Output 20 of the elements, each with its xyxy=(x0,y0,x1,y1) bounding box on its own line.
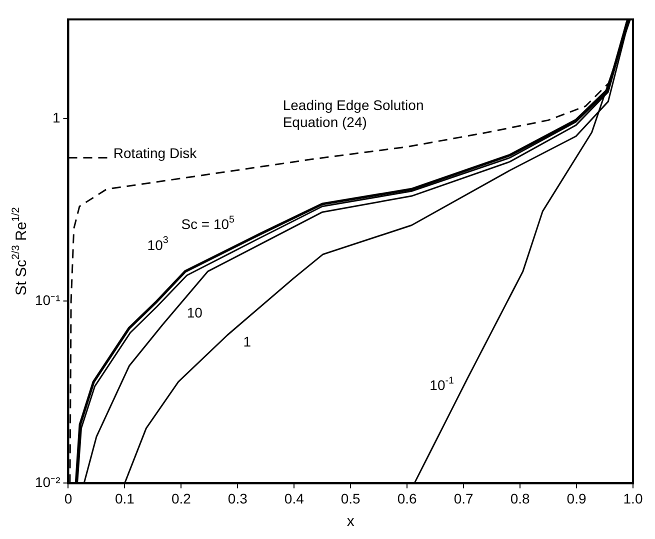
y-tick-label: 10⁻¹ xyxy=(35,292,61,308)
x-tick-label: 0.6 xyxy=(397,490,418,506)
series-label: 10 xyxy=(186,304,203,321)
x-tick-label: 0.4 xyxy=(284,490,304,506)
series-label: 1 xyxy=(243,334,252,350)
x-tick-label: 0.5 xyxy=(340,490,361,506)
x-tick-label: 0.2 xyxy=(171,490,192,506)
series-label: Rotating Disk xyxy=(113,144,198,161)
x-tick-label: 1.0 xyxy=(623,490,643,506)
x-tick-label: 0.7 xyxy=(454,490,474,506)
y-tick-label: 1 xyxy=(52,109,60,126)
x-tick-label: 0 xyxy=(64,490,72,506)
x-tick-label: 0.3 xyxy=(228,490,248,506)
x-tick-label: 0.1 xyxy=(114,490,135,506)
y-axis-title: St Sc2/3 Re1/2 xyxy=(10,206,30,296)
x-tick-label: 0.9 xyxy=(566,490,586,506)
x-axis-title: x xyxy=(346,513,355,530)
y-tick-label: 10⁻² xyxy=(35,474,61,490)
x-tick-label: 0.8 xyxy=(510,490,530,506)
series-label: Leading Edge Solution Equation (24) xyxy=(282,97,424,130)
